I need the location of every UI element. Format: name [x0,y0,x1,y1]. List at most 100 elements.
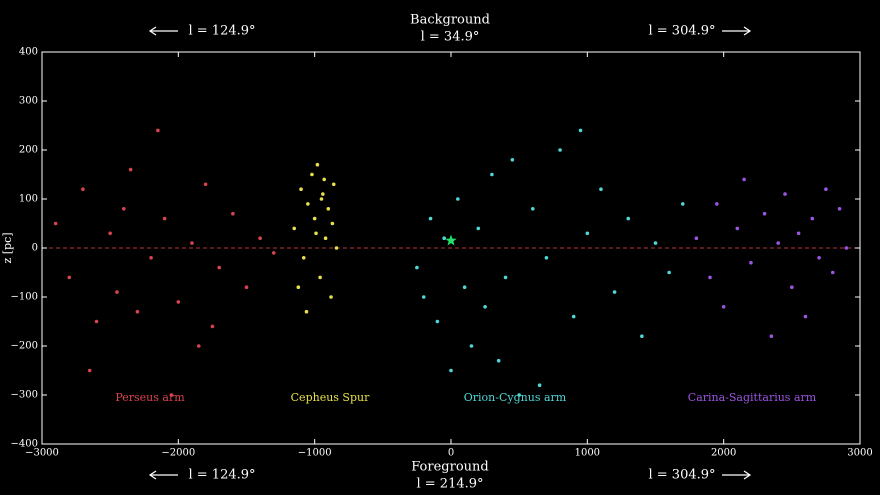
point [196,344,201,348]
series-label: Orion-Cygnus arm [464,391,567,404]
x-tick-label: −1000 [298,448,332,459]
x-tick-label: −2000 [161,448,195,459]
annotation: Background [410,13,490,28]
point [331,182,336,187]
point [258,236,262,240]
point [810,216,815,221]
point [742,177,746,182]
point [244,285,249,290]
point [510,158,515,162]
point [415,265,419,270]
y-tick-label: 100 [19,194,38,205]
point [87,368,92,373]
point [271,251,276,255]
point [94,319,99,324]
point [292,226,297,231]
y-tick-label: 0 [32,243,38,254]
point [715,202,719,206]
point [299,187,303,191]
point [318,275,322,280]
point [531,207,535,211]
point [612,290,617,294]
x-tick-label: −3000 [25,448,59,459]
point [115,290,119,294]
point [517,393,521,397]
point [330,221,335,226]
series-label: Perseus arm [115,391,185,404]
y-axis-label: z [pc] [1,232,14,263]
annotation: l = 214.9° [416,477,483,492]
point [708,275,712,280]
point [503,275,508,280]
point [749,260,753,265]
point [442,236,446,240]
point [721,305,726,309]
point [694,236,699,240]
point [156,128,160,133]
x-tick-label: 1000 [575,448,600,459]
point [640,334,644,339]
point [169,393,174,397]
point [334,246,339,250]
point [149,255,153,260]
arrows [148,26,752,480]
y-tick-label: 400 [19,47,38,58]
point [421,295,426,299]
y-tick-label: −100 [11,292,38,303]
annotation: l = 304.9° [648,24,715,39]
point [803,314,808,319]
y-tick-label: 200 [19,145,38,156]
point [462,285,467,290]
x-tick-label: 0 [448,448,454,459]
point [81,187,85,191]
point [122,207,126,211]
series-label: Cepheus Spur [291,391,370,404]
point [824,187,828,191]
point [469,344,474,348]
annotation: l = 304.9° [648,468,715,483]
annotation: l = 124.9° [188,24,255,39]
point [571,314,576,319]
point [231,211,235,216]
point [578,128,583,133]
point [190,241,194,245]
point [315,162,320,167]
y-tick-label: −400 [11,439,38,450]
point [435,319,440,324]
point [817,255,821,260]
point [796,231,801,236]
point [837,207,842,211]
point [108,231,112,236]
point [653,241,658,245]
point [483,305,487,309]
point [667,270,671,275]
y-tick-label: −300 [11,390,38,401]
point [162,216,167,221]
point [544,255,549,260]
point [67,275,72,280]
annotation: l = 34.9° [421,30,480,45]
point [769,334,774,339]
annotation: Foreground [411,460,488,475]
point [844,246,849,250]
point [558,148,562,152]
point [176,300,181,304]
point [329,295,333,299]
point [456,197,460,201]
point [476,226,481,231]
point [537,383,542,388]
point [135,309,140,314]
point [776,241,780,245]
point [323,236,328,240]
point [128,167,133,172]
series-label: Carina-Sagittarius arm [688,391,817,404]
point [53,221,58,226]
point [321,192,325,196]
x-tick-label: 2000 [711,448,736,459]
point [217,265,222,270]
point [585,231,590,236]
point [496,358,501,363]
point [296,285,301,290]
point [830,270,835,275]
